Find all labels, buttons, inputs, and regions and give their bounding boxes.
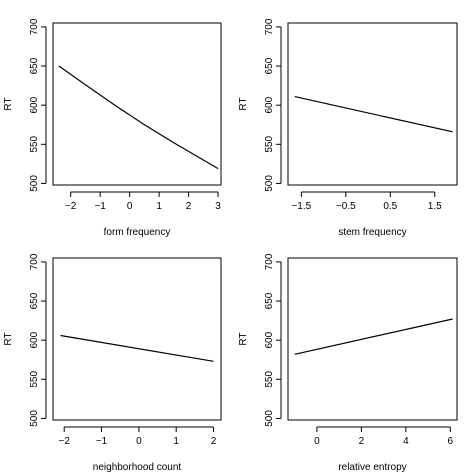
y-tick-label: 600: [29, 96, 40, 113]
series-line: [60, 334, 214, 362]
x-tick-label: 4: [403, 436, 409, 447]
y-tick-label: 700: [264, 18, 275, 35]
y-tick-label: 550: [29, 136, 40, 153]
x-tick-label: 0: [127, 201, 133, 212]
x-tick-label: −2: [58, 436, 70, 447]
x-axis-label: relative entropy: [338, 462, 406, 473]
series-line: [294, 318, 453, 355]
y-tick-label: 600: [264, 331, 275, 348]
x-tick-label: −1: [94, 201, 106, 212]
x-tick-label: 2: [186, 201, 192, 212]
plot-frame: [287, 257, 458, 421]
plot-frame: [52, 257, 222, 421]
plot-frame: [52, 22, 222, 186]
x-tick-label: −1: [96, 436, 108, 447]
y-tick-label: 700: [29, 253, 40, 270]
x-tick-label: 1.5: [428, 201, 442, 212]
x-tick-label: 1: [156, 201, 162, 212]
plot-frame: [287, 22, 458, 186]
chart-panel: 0 2 4 6 500 550 600 650 700 relative entropy RT: [238, 253, 458, 473]
y-tick-label: 650: [29, 57, 40, 74]
x-tick-label: 0: [314, 436, 320, 447]
y-tick-label: 550: [29, 371, 40, 388]
y-tick-label: 500: [29, 175, 40, 192]
y-tick-label: 500: [29, 410, 40, 427]
x-tick-label: −2: [65, 201, 77, 212]
chart-panel: −2 −1 0 1 2 500 550 600 650 700 neighborhood count…: [3, 253, 222, 473]
x-axis-label: form frequency: [104, 227, 171, 238]
y-tick-label: 550: [264, 136, 275, 153]
x-tick-label: 0.5: [383, 201, 397, 212]
y-tick-label: 700: [264, 253, 275, 270]
chart-panel: −1.5 −0.5 0.5 1.5 500 550 600 650 700 stem freque…: [238, 18, 458, 238]
y-tick-label: 650: [264, 57, 275, 74]
x-tick-label: −0.5: [336, 201, 356, 212]
y-axis-label: RT: [3, 97, 14, 110]
x-tick-label: 0: [136, 436, 142, 447]
y-tick-label: 500: [264, 410, 275, 427]
y-tick-label: 600: [29, 331, 40, 348]
x-tick-label: 2: [211, 436, 217, 447]
x-tick-label: 3: [215, 201, 221, 212]
y-tick-label: 550: [264, 371, 275, 388]
series-line: [58, 65, 219, 170]
y-tick-label: 650: [29, 292, 40, 309]
y-axis-label: RT: [3, 332, 14, 345]
x-tick-label: 2: [359, 436, 365, 447]
y-tick-label: 650: [264, 292, 275, 309]
series-line: [294, 96, 453, 133]
y-axis-label: RT: [238, 332, 249, 345]
x-tick-label: −1.5: [291, 201, 311, 212]
x-tick-label: 6: [448, 436, 454, 447]
x-axis-label: stem frequency: [338, 227, 406, 238]
chart-panel: −2 −1 0 1 2 3 500 550 600 650 700 form frequency RT: [3, 18, 222, 238]
x-axis-label: neighborhood count: [93, 462, 182, 473]
y-tick-label: 600: [264, 96, 275, 113]
y-tick-label: 700: [29, 18, 40, 35]
y-tick-label: 500: [264, 175, 275, 192]
y-axis-label: RT: [238, 97, 249, 110]
x-tick-label: 1: [173, 436, 179, 447]
